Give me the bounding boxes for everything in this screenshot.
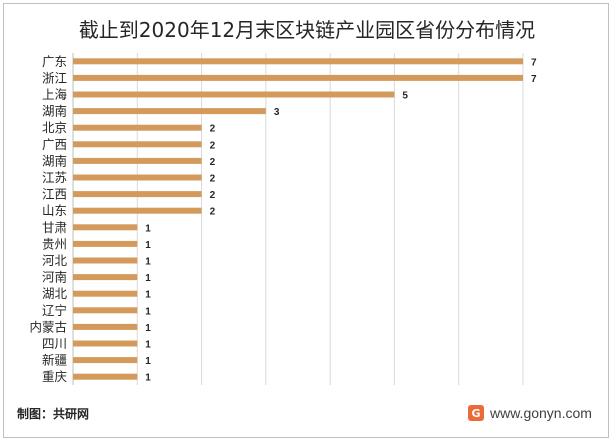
data-label: 7 xyxy=(531,57,537,68)
category-label: 北京 xyxy=(42,120,67,135)
bar xyxy=(73,373,138,380)
category-label: 广西 xyxy=(42,137,67,152)
data-label: 1 xyxy=(145,340,151,351)
bar xyxy=(73,58,523,65)
data-label: 1 xyxy=(145,290,151,301)
category-label: 河北 xyxy=(42,253,68,268)
gonyn-logo-icon: G xyxy=(468,405,484,421)
bar xyxy=(73,307,138,314)
bar xyxy=(73,91,395,98)
chart-title: 截止到2020年12月末区块链产业园区省份分布情况 xyxy=(78,18,536,42)
data-label: 2 xyxy=(210,174,216,185)
bar xyxy=(73,108,266,115)
bar xyxy=(73,323,138,330)
bar xyxy=(73,74,523,81)
category-label: 新疆 xyxy=(42,353,67,368)
source-label: 制图：共研网 xyxy=(17,407,90,421)
site-url: www.gonyn.com xyxy=(490,405,592,421)
data-label: 1 xyxy=(145,223,151,234)
bar xyxy=(73,157,202,164)
category-label: 上海 xyxy=(42,87,68,102)
data-label: 1 xyxy=(145,323,151,334)
category-label: 贵州 xyxy=(42,236,67,251)
bar xyxy=(73,191,202,198)
bar xyxy=(73,257,138,264)
data-label: 2 xyxy=(210,140,216,151)
site-branding: G www.gonyn.com xyxy=(468,403,592,423)
bar xyxy=(73,274,138,281)
category-label: 广东 xyxy=(42,54,67,69)
data-label: 2 xyxy=(210,190,216,201)
category-label: 河南 xyxy=(42,270,67,285)
data-label: 1 xyxy=(145,373,151,384)
data-label: 5 xyxy=(402,91,408,102)
category-label: 重庆 xyxy=(42,369,68,384)
bar xyxy=(73,124,202,131)
category-label: 四川 xyxy=(42,336,67,351)
data-label: 2 xyxy=(210,207,216,218)
bar xyxy=(73,290,138,297)
data-label: 1 xyxy=(145,306,151,317)
category-label: 甘肃 xyxy=(42,220,67,235)
category-label: 山东 xyxy=(42,203,67,218)
data-label: 1 xyxy=(145,240,151,251)
data-label: 1 xyxy=(145,257,151,268)
data-label: 1 xyxy=(145,273,151,284)
bar xyxy=(73,224,138,231)
category-label: 江西 xyxy=(42,187,67,202)
bar xyxy=(73,207,202,214)
bar xyxy=(73,340,138,347)
category-label: 江苏 xyxy=(42,170,67,185)
data-label: 1 xyxy=(145,356,151,367)
category-label: 辽宁 xyxy=(42,303,67,318)
bar xyxy=(73,240,138,247)
data-label: 7 xyxy=(531,74,537,85)
category-label: 湖北 xyxy=(42,286,68,301)
data-label: 3 xyxy=(274,107,280,118)
category-label: 湖南 xyxy=(42,153,67,168)
bar xyxy=(73,357,138,364)
bar xyxy=(73,141,202,148)
category-label: 内蒙古 xyxy=(29,319,67,334)
category-label: 湖南 xyxy=(42,104,67,119)
category-label: 浙江 xyxy=(42,70,67,85)
bar xyxy=(73,174,202,181)
data-label: 2 xyxy=(210,157,216,168)
data-label: 2 xyxy=(210,124,216,135)
